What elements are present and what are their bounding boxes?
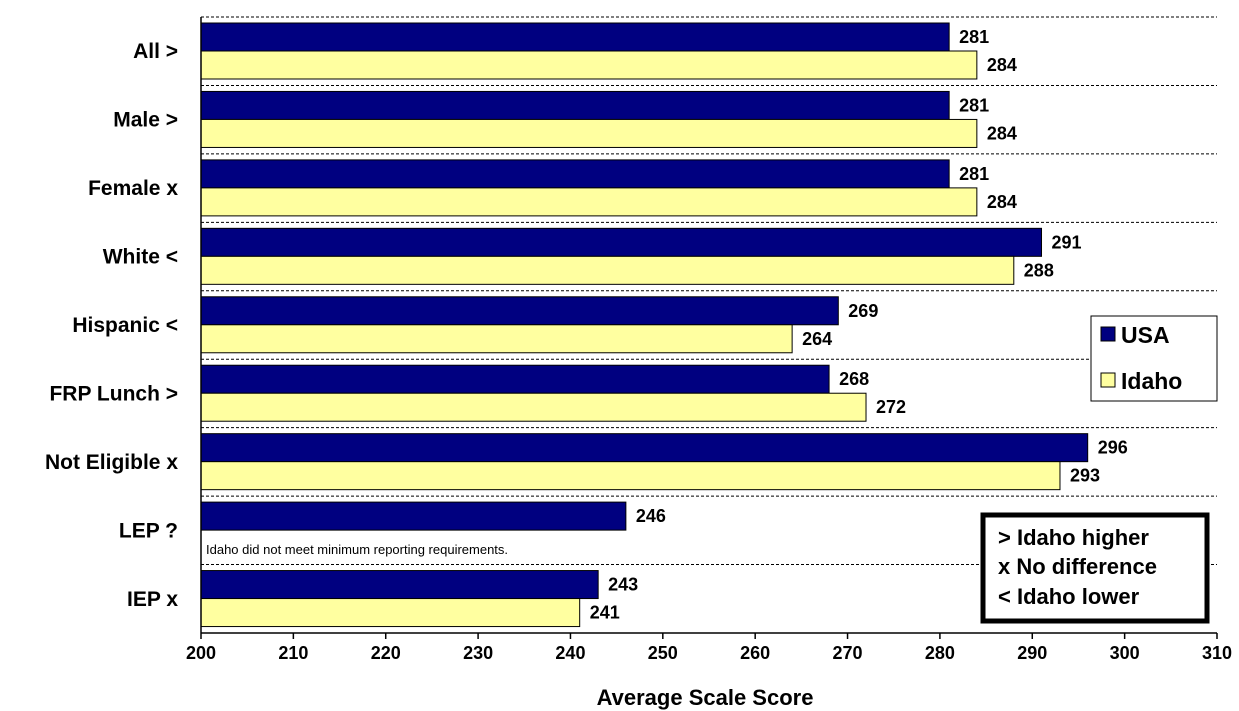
bar-usa — [200, 296, 839, 326]
bar-usa — [200, 364, 830, 394]
value-label: 281 — [959, 27, 989, 47]
lep-note: Idaho did not meet minimum reporting req… — [206, 542, 508, 557]
key-no-difference: x No difference — [998, 554, 1157, 579]
x-tick-label: 210 — [278, 643, 308, 663]
x-axis-title: Average Scale Score — [597, 685, 814, 710]
legend: USA Idaho — [1090, 315, 1218, 402]
value-label: 291 — [1052, 232, 1082, 252]
legend-label-idaho: Idaho — [1121, 368, 1182, 394]
category-label: All > — [133, 40, 178, 63]
category-label: White < — [103, 246, 178, 269]
value-label: 284 — [987, 192, 1017, 212]
grid-lines — [201, 16, 1217, 566]
x-tick-label: 310 — [1202, 643, 1232, 663]
value-label: 272 — [876, 397, 906, 417]
category-label: Not Eligible x — [45, 451, 178, 474]
bar-usa — [200, 22, 950, 52]
bar-idaho — [200, 187, 978, 217]
category-label: IEP x — [127, 588, 178, 611]
key-idaho-lower: < Idaho lower — [998, 584, 1140, 609]
bar-idaho — [200, 324, 793, 354]
value-label: 284 — [987, 55, 1017, 75]
labels: All > 281 284 Male > 281 284 Female x 281 284 Whi… — [45, 27, 1128, 623]
x-tick-label: 260 — [740, 643, 770, 663]
category-label: LEP ? — [119, 519, 178, 542]
category-label: Hispanic < — [72, 314, 178, 337]
value-label: 243 — [608, 575, 638, 595]
value-label: 293 — [1070, 466, 1100, 486]
bar-usa — [200, 433, 1089, 463]
bar-usa — [200, 227, 1043, 257]
x-tick-label: 240 — [555, 643, 585, 663]
x-tick-label: 230 — [463, 643, 493, 663]
category-label: Male > — [113, 109, 178, 132]
key-box — [980, 512, 1210, 624]
value-label: 296 — [1098, 438, 1128, 458]
x-axis-ticks: 200 210 220 230 240 250 260 270 280 290 300 310 — [186, 633, 1232, 663]
bar-idaho — [200, 392, 867, 422]
bar-usa — [200, 501, 627, 531]
value-label: 281 — [959, 164, 989, 184]
category-label: FRP Lunch > — [49, 382, 178, 405]
bar-usa — [200, 90, 950, 120]
value-label: 241 — [590, 603, 620, 623]
bar-idaho — [200, 50, 978, 80]
value-label: 284 — [987, 123, 1017, 143]
x-tick-label: 280 — [925, 643, 955, 663]
value-label: 268 — [839, 369, 869, 389]
legend-swatch-usa — [1100, 326, 1116, 342]
significance-key: > Idaho higher x No difference < Idaho l… — [980, 512, 1210, 624]
x-tick-label: 220 — [371, 643, 401, 663]
value-label: 246 — [636, 506, 666, 526]
key-idaho-higher: > Idaho higher — [998, 525, 1149, 550]
x-tick-label: 270 — [833, 643, 863, 663]
bar-idaho — [200, 598, 581, 628]
x-tick-label: 200 — [186, 643, 216, 663]
x-tick-label: 290 — [1017, 643, 1047, 663]
bars — [200, 22, 1089, 628]
x-tick-label: 300 — [1110, 643, 1140, 663]
value-label: 264 — [802, 329, 832, 349]
bar-usa — [200, 159, 950, 189]
legend-label-usa: USA — [1121, 322, 1170, 348]
bar-usa — [200, 570, 599, 600]
value-label: 269 — [848, 301, 878, 321]
bar-idaho — [200, 118, 978, 148]
bar-idaho — [200, 461, 1061, 491]
bar-idaho — [200, 255, 1015, 285]
x-tick-label: 250 — [648, 643, 678, 663]
value-label: 288 — [1024, 260, 1054, 280]
value-label: 281 — [959, 95, 989, 115]
category-label: Female x — [88, 177, 178, 200]
legend-swatch-idaho — [1100, 372, 1116, 388]
